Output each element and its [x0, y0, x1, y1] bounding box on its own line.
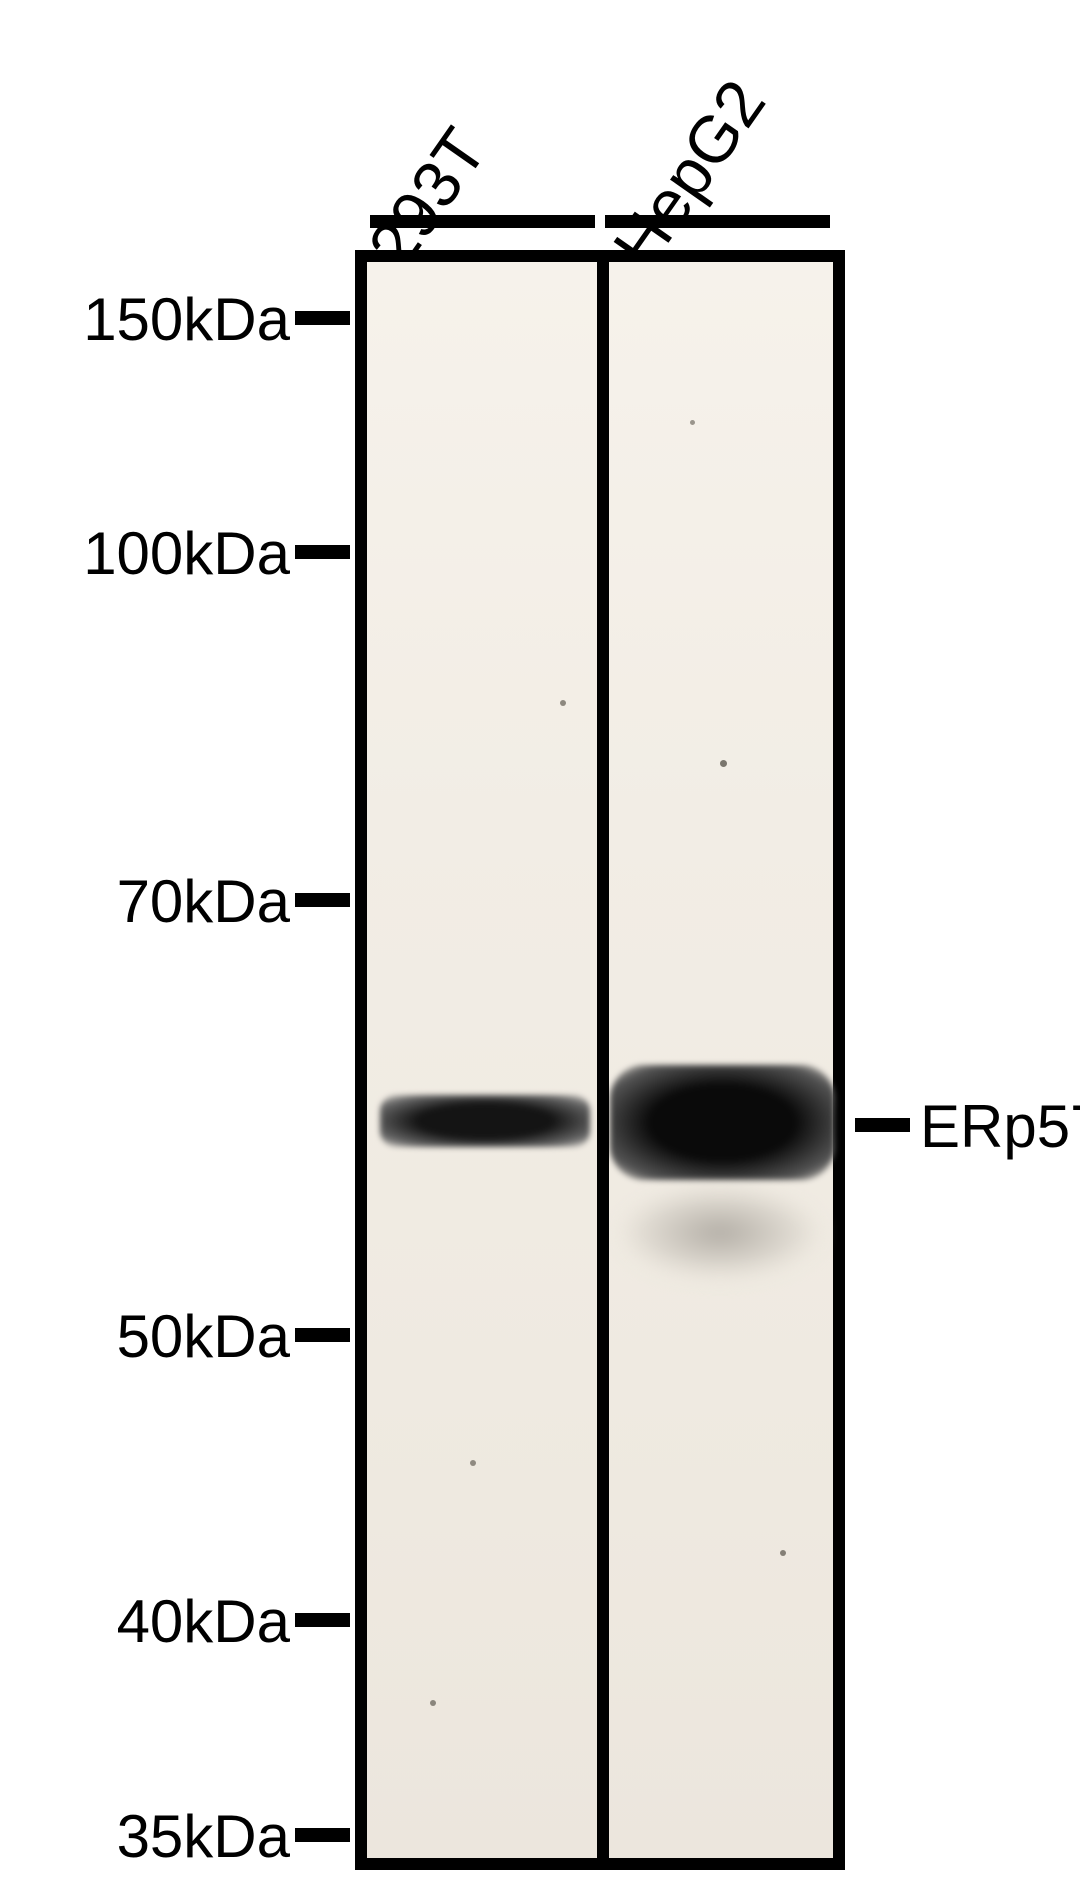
mw-label-50: 50kDa: [0, 1302, 290, 1371]
mw-label-40: 40kDa: [0, 1587, 290, 1656]
mw-tick-150: [295, 311, 350, 325]
mw-tick-100: [295, 545, 350, 559]
mw-label-70: 70kDa: [0, 867, 290, 936]
western-blot-figure: 293T HepG2 150kDa 100kDa 70kDa 50kDa 40k…: [0, 0, 1080, 1890]
mw-tick-50: [295, 1328, 350, 1342]
target-band-tick: [855, 1118, 910, 1132]
noise-dot: [690, 420, 695, 425]
target-band-label: ERp57: [920, 1092, 1080, 1161]
mw-label-35: 35kDa: [0, 1802, 290, 1871]
mw-tick-35: [295, 1828, 350, 1842]
noise-dot: [780, 1550, 786, 1556]
mw-tick-70: [295, 893, 350, 907]
band-293t: [380, 1095, 590, 1147]
mw-tick-40: [295, 1613, 350, 1627]
noise-dot: [470, 1460, 476, 1466]
blot-membrane: [355, 250, 845, 1870]
noise-dot: [430, 1700, 436, 1706]
membrane-smudge: [620, 1185, 820, 1280]
lane-header-2: HepG2: [598, 66, 780, 281]
noise-dot: [560, 700, 566, 706]
noise-dot: [720, 760, 727, 767]
mw-label-100: 100kDa: [0, 519, 290, 588]
lane-divider: [597, 262, 609, 1858]
mw-label-150: 150kDa: [0, 285, 290, 354]
band-hepg2: [610, 1065, 835, 1180]
